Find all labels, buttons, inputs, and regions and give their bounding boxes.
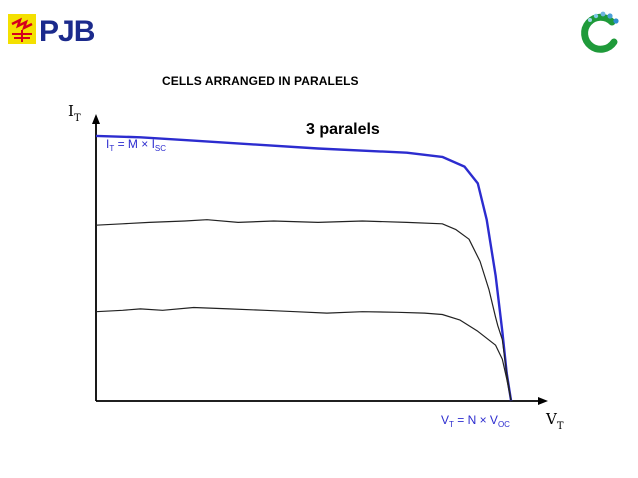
isc-label: IT = M × ISC — [106, 137, 166, 153]
isc-label-rhs-sub: SC — [155, 144, 166, 153]
iv-curve-2 — [95, 219, 512, 402]
logo-text: PJB — [39, 15, 95, 48]
y-axis-arrow — [92, 114, 100, 124]
voc-label: VT = N × VOC — [441, 413, 510, 429]
paralels-annotation: 3 paralels — [306, 121, 380, 138]
voc-label-middle: = N × V — [454, 413, 498, 427]
pjb-logo: PJB — [8, 14, 96, 48]
ring-dot — [613, 18, 619, 24]
green-ring-icon — [581, 11, 619, 53]
ring-dot — [593, 13, 599, 19]
iv-curve-1 — [95, 134, 513, 402]
voc-label-rhs-sub: OC — [498, 420, 510, 429]
x-axis-label: VT — [545, 410, 564, 432]
ring-dot — [588, 18, 592, 22]
y-axis-label-sub: T — [74, 113, 81, 124]
isc-label-lhs-sub: T — [109, 144, 114, 153]
x-axis-label-sub: T — [557, 421, 564, 432]
y-axis-label-main: I — [68, 102, 74, 120]
x-axis-label-main: V — [545, 410, 558, 428]
isc-label-lhs: I — [106, 137, 109, 151]
ring-dot — [607, 13, 613, 19]
series-group — [95, 134, 513, 402]
voc-label-lhs: V — [441, 413, 449, 427]
x-axis-arrow — [538, 397, 548, 405]
iv-curve-3 — [95, 306, 512, 402]
ring-arc — [581, 13, 618, 53]
isc-label-middle: = M × I — [114, 137, 155, 151]
tower-icon — [12, 30, 32, 42]
y-axis-label: IT — [68, 102, 81, 124]
voc-label-lhs-sub: T — [449, 420, 454, 429]
slide-title: CELLS ARRANGED IN PARALELS — [162, 74, 359, 88]
lightning-icon — [11, 17, 33, 31]
ring-dot — [600, 11, 606, 17]
